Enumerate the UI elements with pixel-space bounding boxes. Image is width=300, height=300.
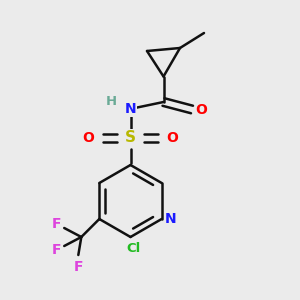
Text: O: O [167, 131, 178, 145]
Text: F: F [52, 218, 61, 231]
Text: O: O [82, 131, 94, 145]
Text: N: N [165, 212, 176, 226]
Text: F: F [74, 260, 83, 274]
Text: S: S [125, 130, 136, 146]
Text: H: H [105, 95, 117, 108]
Text: F: F [52, 243, 61, 256]
Text: N: N [125, 102, 136, 116]
Text: O: O [196, 103, 208, 116]
Text: Cl: Cl [126, 242, 141, 255]
